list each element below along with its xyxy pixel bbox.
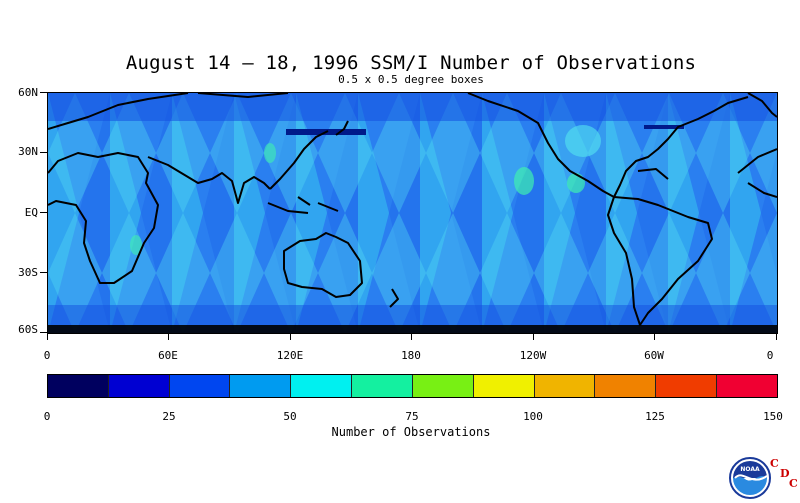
lat-tick (40, 152, 47, 153)
coastlines (48, 93, 777, 326)
lon-label-120w: 120W (519, 349, 547, 362)
lat-tick (40, 332, 47, 333)
lon-label-60e: 60E (158, 349, 178, 362)
colorbar-segment (48, 375, 109, 397)
lat-tick (40, 272, 47, 273)
observation-map (47, 92, 778, 334)
lon-label-0-right: 0 (766, 349, 774, 362)
colorbar-title: Number of Observations (331, 425, 491, 439)
lon-label-120e: 120E (276, 349, 304, 362)
colorbar-segment (717, 375, 777, 397)
lon-tick (47, 333, 48, 340)
colorbar-tick-25: 25 (162, 410, 176, 423)
colorbar-tick-150: 150 (763, 410, 783, 423)
colorbar (47, 374, 778, 398)
colorbar-tick-75: 75 (405, 410, 419, 423)
lon-tick (411, 333, 412, 340)
chart-subtitle: 0.5 x 0.5 degree boxes (338, 73, 484, 86)
lon-tick (533, 333, 534, 340)
cdc-letter-2: D (780, 467, 790, 480)
lat-label-60n: 60N (18, 86, 38, 99)
colorbar-segment (352, 375, 413, 397)
colorbar-tick-100: 100 (523, 410, 543, 423)
noaa-logo: NOAA (729, 457, 771, 499)
colorbar-tick-0: 0 (43, 410, 51, 423)
lon-tick (290, 333, 291, 340)
lon-label-60w: 60W (644, 349, 664, 362)
lon-tick (654, 333, 655, 340)
lat-tick (40, 212, 47, 213)
lon-label-180: 180 (401, 349, 421, 362)
noaa-logo-text: NOAA (740, 466, 760, 473)
lon-tick (168, 333, 169, 340)
chart-title: August 14 – 18, 1996 SSM/I Number of Obs… (125, 52, 697, 74)
colorbar-segment (230, 375, 292, 397)
lat-label-30n: 30N (18, 145, 38, 158)
map-canvas (48, 93, 777, 333)
colorbar-segment (656, 375, 718, 397)
colorbar-segment (595, 375, 657, 397)
colorbar-segment (534, 375, 596, 397)
colorbar-segment (473, 375, 535, 397)
lat-label-60s: 60S (18, 323, 38, 336)
lat-tick (40, 92, 47, 93)
colorbar-segment (108, 375, 170, 397)
colorbar-tick-125: 125 (645, 410, 665, 423)
cdc-letter-3: C (789, 477, 798, 490)
lon-label-0: 0 (43, 349, 51, 362)
lat-label-eq: EQ (24, 206, 38, 219)
colorbar-segment (291, 375, 353, 397)
colorbar-tick-50: 50 (283, 410, 297, 423)
colorbar-segment (169, 375, 231, 397)
colorbar-segment (412, 375, 474, 397)
cdc-letter-1: C (770, 457, 779, 470)
lon-tick (776, 333, 777, 340)
lat-label-30s: 30S (18, 266, 38, 279)
